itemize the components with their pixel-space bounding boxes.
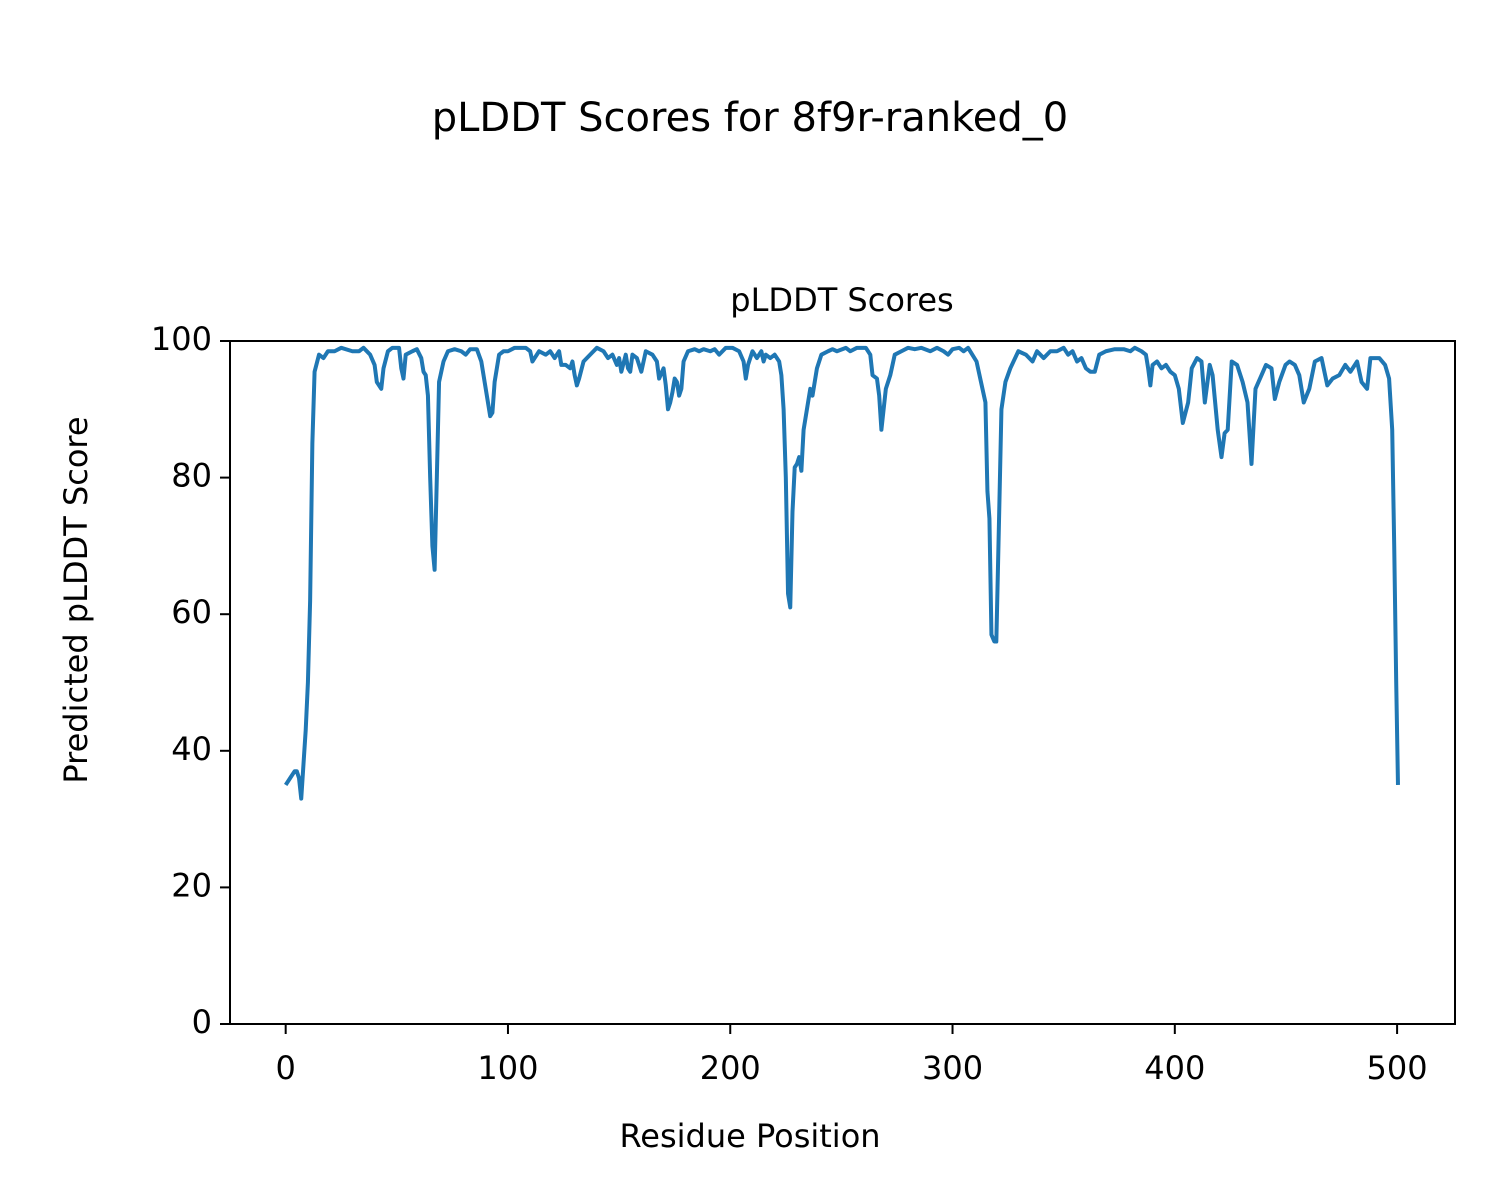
x-tick-label: 200 — [700, 1049, 761, 1087]
y-tick-label: 80 — [171, 457, 212, 495]
x-tick-label: 500 — [1367, 1049, 1428, 1087]
y-tick-label: 20 — [171, 866, 212, 904]
x-tick-label: 100 — [477, 1049, 538, 1087]
data-line — [284, 345, 1400, 801]
figure-title: pLDDT Scores for 8f9r-ranked_0 — [432, 95, 1069, 141]
x-axis-label: Residue Position — [619, 1117, 880, 1155]
axes-title: pLDDT Scores — [730, 281, 953, 319]
x-tick-label: 400 — [1144, 1049, 1205, 1087]
y-tick-label: 40 — [171, 730, 212, 768]
y-tick-label: 0 — [192, 1003, 212, 1041]
x-tick-label: 0 — [276, 1049, 296, 1087]
axes-frame — [229, 340, 1456, 1025]
x-tick-label: 300 — [922, 1049, 983, 1087]
y-tick-label: 100 — [151, 320, 212, 358]
y-tick-label: 60 — [171, 593, 212, 631]
y-axis-label: Predicted pLDDT Score — [57, 416, 95, 783]
